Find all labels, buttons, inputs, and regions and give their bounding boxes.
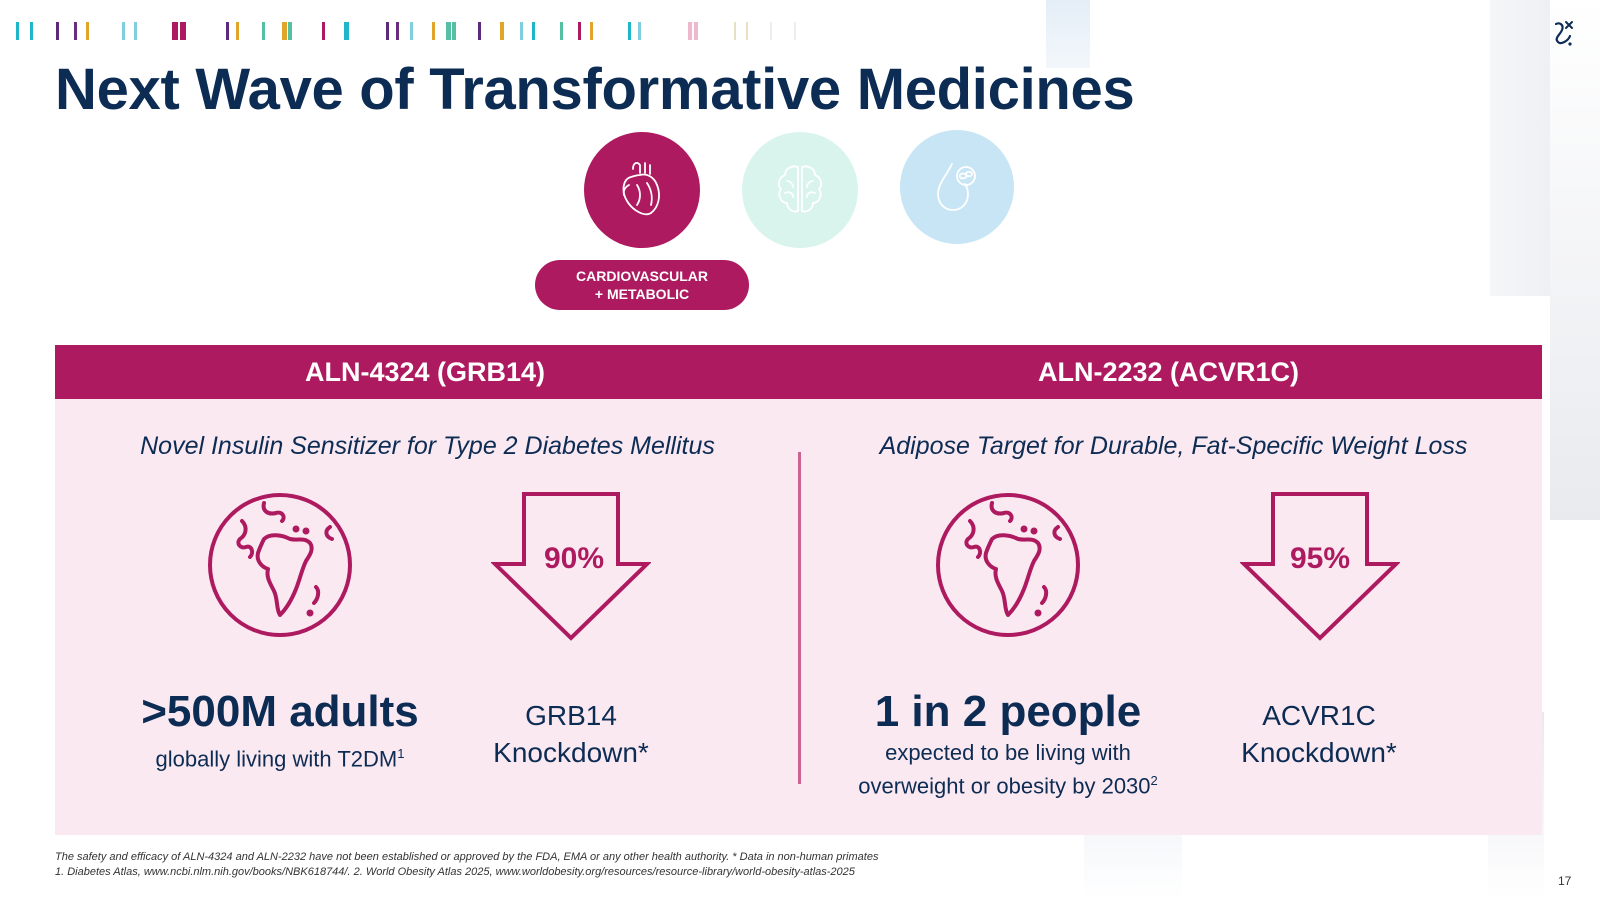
decorative-tick — [432, 22, 435, 40]
knockdown-percent-right: 95% — [1289, 542, 1351, 575]
decorative-tick — [134, 22, 137, 40]
decorative-block — [1046, 0, 1090, 68]
column-divider — [798, 452, 801, 784]
decorative-tick — [172, 22, 178, 40]
brain-icon — [778, 165, 822, 213]
decorative-tick — [322, 22, 325, 40]
down-arrow-icon — [1240, 492, 1400, 641]
footnote-references: 1. Diabetes Atlas, www.ncbi.nlm.nih.gov/… — [55, 866, 855, 878]
heart-icon — [622, 162, 660, 216]
globe-icon — [936, 493, 1080, 637]
cardiovascular-area-button[interactable] — [584, 132, 700, 248]
decorative-tick — [74, 22, 77, 40]
decorative-tick — [532, 22, 535, 40]
decorative-tick — [30, 22, 33, 40]
blood-drop-icon — [937, 163, 976, 211]
decorative-tick — [452, 22, 456, 40]
program-title-right: ALN-2232 (ACVR1C) — [1037, 357, 1300, 387]
decorative-tick — [688, 22, 692, 40]
decorative-tick — [578, 22, 581, 40]
decorative-tick — [122, 22, 125, 40]
decorative-tick — [734, 22, 736, 40]
stat-headline-right: 1 in 2 people — [874, 687, 1142, 736]
stat-caption-left: globally living with T2DM1 — [155, 746, 405, 772]
decorative-tick — [770, 22, 772, 40]
program-subtitle-right: Adipose Target for Durable, Fat-Specific… — [879, 432, 1468, 460]
decorative-tick — [86, 22, 89, 40]
decorative-tick — [446, 22, 451, 40]
decorative-tick — [282, 22, 287, 40]
decorative-tick — [638, 22, 641, 40]
decorative-tick — [386, 22, 389, 40]
decorative-tick — [560, 22, 563, 40]
knockdown-label-right: ACVR1C Knockdown* — [1241, 700, 1397, 768]
decorative-block — [1550, 0, 1600, 520]
knockdown-percent-left: 90% — [543, 542, 605, 575]
decorative-tick — [236, 22, 239, 40]
company-logo-icon — [1554, 21, 1573, 46]
neuroscience-area-button[interactable] — [742, 132, 858, 248]
decorative-tick — [56, 22, 59, 40]
decorative-tick — [262, 22, 265, 40]
program-title-left: ALN-4324 (GRB14) — [304, 357, 546, 387]
globe-icon — [208, 493, 352, 637]
down-arrow-icon — [491, 492, 651, 641]
decorative-tick — [794, 22, 796, 40]
knockdown-label-left: GRB14 Knockdown* — [493, 700, 649, 768]
decorative-tick — [226, 22, 229, 40]
decorative-tick — [16, 22, 19, 40]
active-area-label: CARDIOVASCULAR + METABOLIC — [535, 260, 749, 310]
decorative-tick — [344, 22, 349, 40]
decorative-tick — [180, 22, 186, 40]
decorative-tick — [288, 22, 292, 40]
decorative-tick — [520, 22, 523, 40]
page-title: Next Wave of Transformative Medicines — [55, 57, 1135, 122]
decorative-tick — [410, 22, 413, 40]
decorative-tick — [500, 22, 504, 40]
footnote-disclaimer: The safety and efficacy of ALN-4324 and … — [55, 851, 879, 863]
decorative-tick — [694, 22, 698, 40]
stat-headline-left: >500M adults — [141, 687, 419, 736]
stat-caption-right: expected to be living with overweight or … — [858, 740, 1158, 799]
page-number: 17 — [1558, 874, 1572, 888]
decorative-tick — [590, 22, 593, 40]
decorative-tick — [628, 22, 631, 40]
blood-area-button[interactable] — [900, 130, 1014, 244]
decorative-block — [1490, 0, 1550, 296]
decorative-tick — [746, 22, 748, 40]
program-header-band: ALN-4324 (GRB14) ALN-2232 (ACVR1C) — [55, 345, 1542, 399]
program-subtitle-left: Novel Insulin Sensitizer for Type 2 Diab… — [140, 432, 715, 460]
decorative-tick — [478, 22, 481, 40]
decorative-tick-bar — [0, 22, 820, 40]
decorative-tick — [396, 22, 399, 40]
